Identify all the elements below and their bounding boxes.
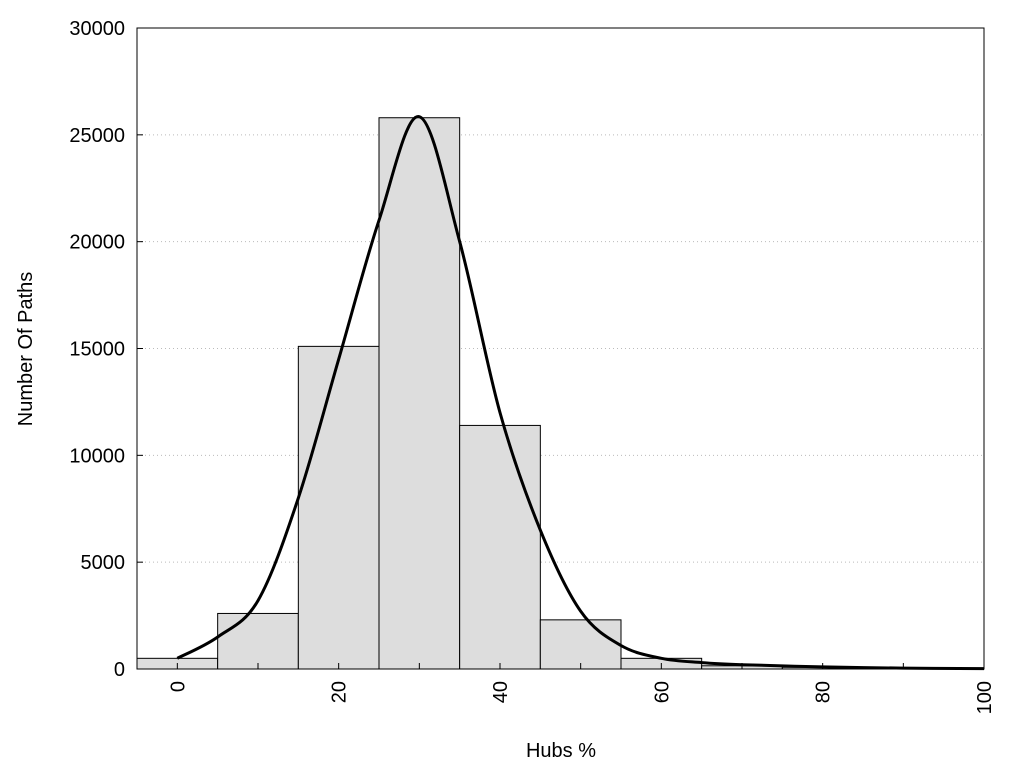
fit-curve xyxy=(176,115,985,671)
y-tick-labels: 0 5000 10000 15000 20000 25000 30000 xyxy=(69,18,125,681)
y-tick-label: 25000 xyxy=(69,125,125,147)
histogram-bar xyxy=(378,117,461,670)
x-tick-label: 40 xyxy=(490,681,512,703)
histogram-bar xyxy=(459,424,541,670)
y-axis-label: Number Of Paths xyxy=(15,272,37,427)
histogram-bar xyxy=(217,612,299,670)
x-tick-labels: 0 20 40 60 80 100 xyxy=(167,681,996,714)
histogram-bar xyxy=(539,619,622,670)
y-tick-label: 30000 xyxy=(69,18,125,40)
x-tick-label: 0 xyxy=(167,681,189,692)
histogram-bar xyxy=(297,345,380,670)
grid-lines xyxy=(137,134,984,563)
y-tick-label: 0 xyxy=(114,659,125,681)
y-tick-label: 15000 xyxy=(69,339,125,361)
y-tick-label: 10000 xyxy=(69,445,125,467)
x-tick-label: 80 xyxy=(813,681,835,703)
y-tick-label: 5000 xyxy=(81,552,126,574)
y-axis-ticks xyxy=(137,27,143,670)
y-tick-label: 20000 xyxy=(69,232,125,254)
x-axis-label: Hubs % xyxy=(526,740,596,762)
bars-group xyxy=(136,117,945,670)
x-tick-label: 100 xyxy=(974,681,996,714)
x-tick-label: 60 xyxy=(651,681,673,703)
x-tick-label: 20 xyxy=(329,681,351,703)
